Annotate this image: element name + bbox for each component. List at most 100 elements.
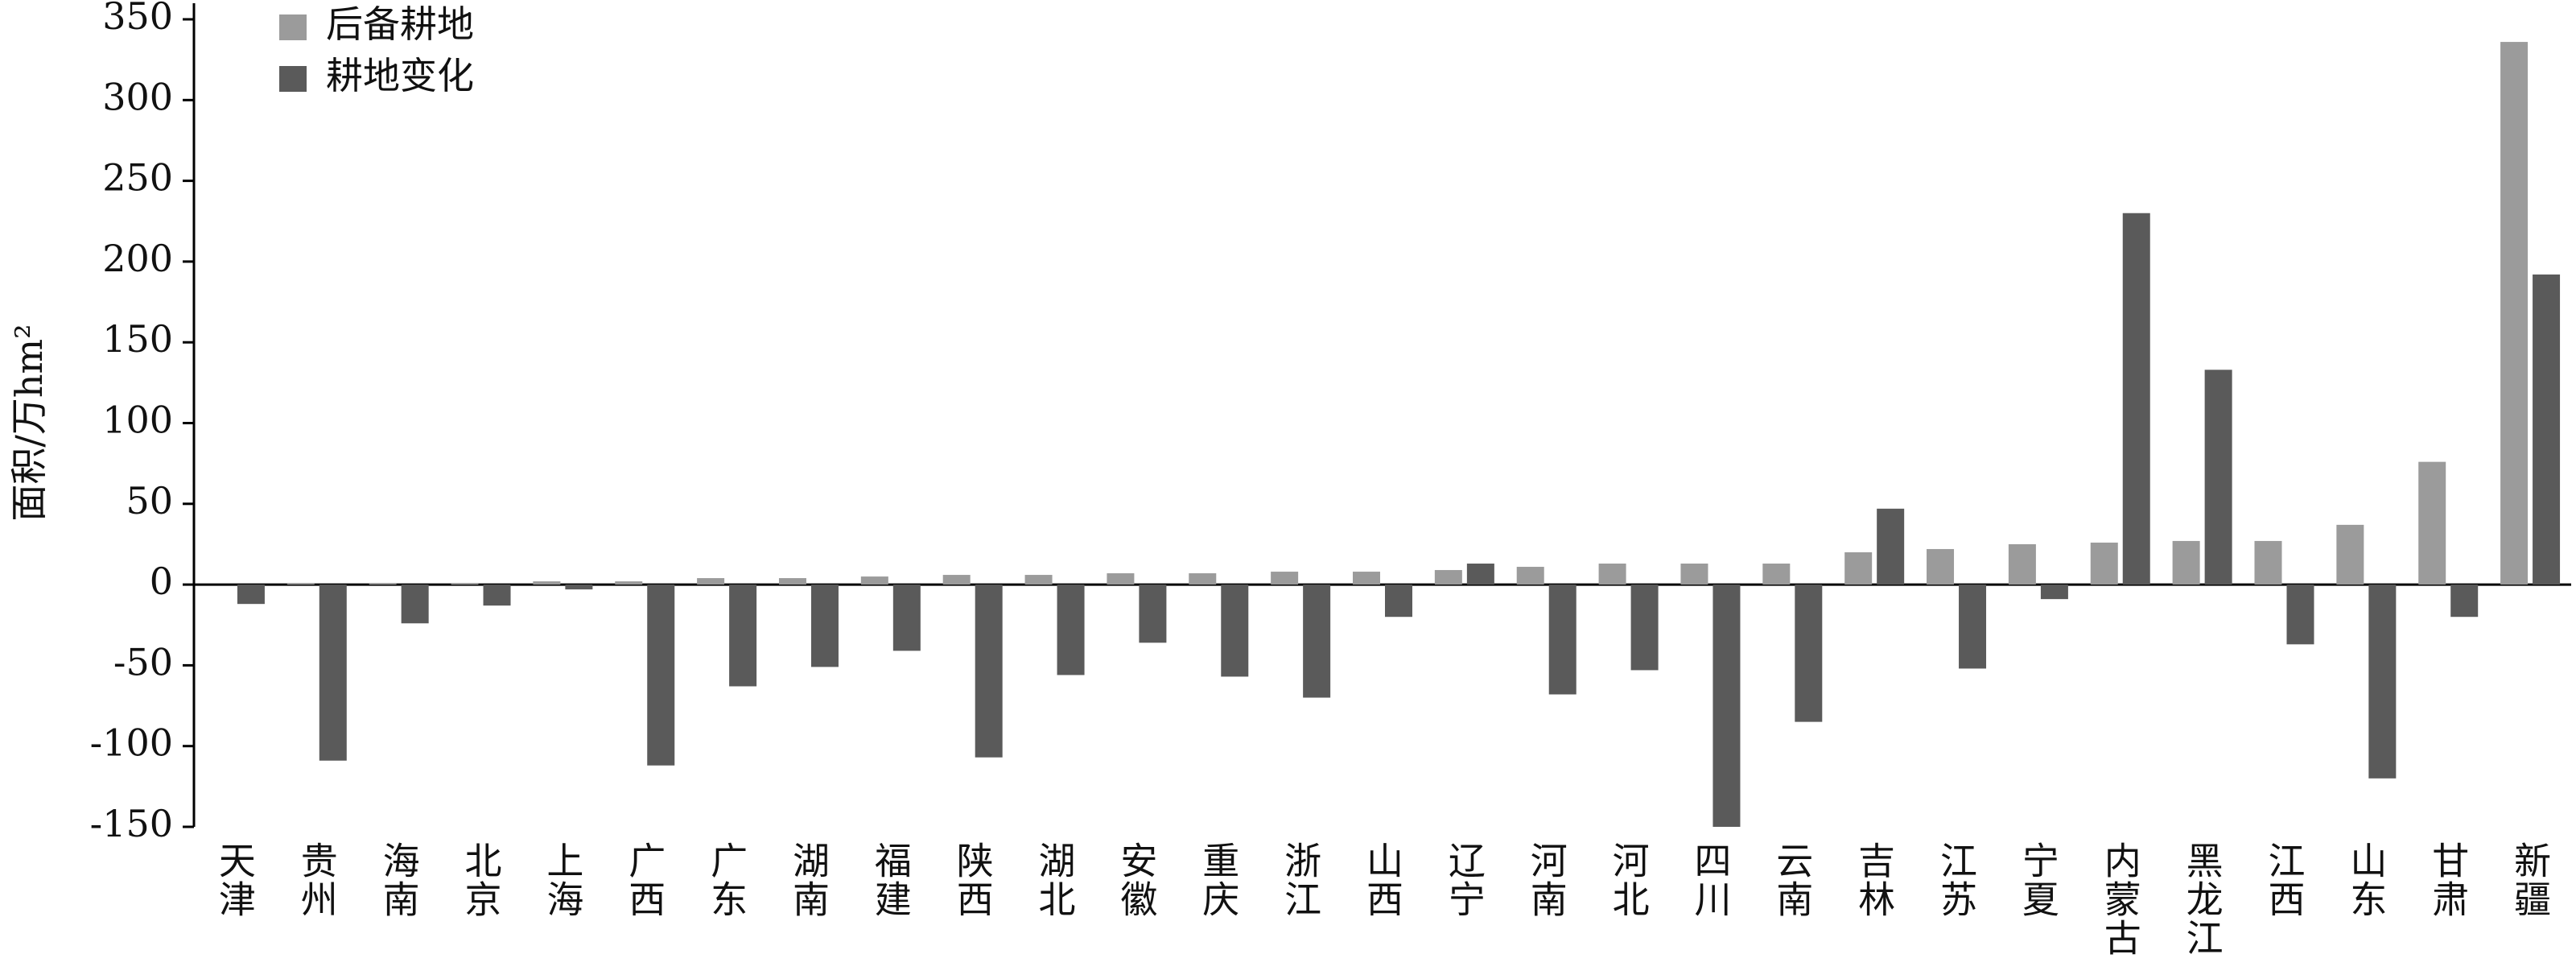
bar: [729, 585, 757, 687]
x-tick-label: 海南: [377, 841, 421, 919]
x-tick-label: 陕西: [951, 841, 995, 919]
bar: [319, 585, 347, 761]
x-tick-label: 云南: [1770, 841, 1814, 919]
x-tick-label: 重庆: [1197, 841, 1240, 919]
bar: [2090, 542, 2118, 585]
x-tick-label: 甘肃: [2426, 841, 2470, 919]
bar: [810, 585, 839, 667]
bar: [2533, 274, 2561, 585]
bar: [2286, 585, 2314, 645]
x-tick-label: 山东: [2344, 841, 2388, 919]
bar: [1516, 567, 1544, 585]
y-tick-label: 150: [102, 317, 173, 361]
bar: [451, 583, 479, 585]
bar: [942, 575, 971, 585]
bar: [1353, 572, 1380, 585]
x-tick-label: 河北: [1607, 841, 1651, 919]
bar: [975, 585, 1003, 758]
bar: [565, 585, 593, 590]
legend-swatch: [279, 66, 307, 92]
bar: [2204, 370, 2232, 585]
legend-label: 后备耕地: [326, 2, 474, 46]
bar: [1844, 551, 1873, 585]
x-tick-label: 安徽: [1115, 841, 1158, 919]
bar: [2254, 540, 2282, 585]
legend-label: 耕地变化: [326, 54, 474, 97]
bar: [1598, 564, 1626, 585]
bar: [1795, 585, 1823, 722]
x-tick-label: 吉林: [1853, 841, 1896, 919]
y-tick-label: 100: [102, 399, 173, 442]
bar: [2122, 213, 2150, 585]
bar: [860, 576, 888, 585]
bar: [1680, 564, 1708, 585]
bar: [286, 583, 315, 585]
bar: [369, 583, 397, 585]
x-tick-label: 宁夏: [2017, 841, 2060, 919]
y-axis-label: 面积/万hm²: [7, 324, 51, 521]
bar: [1189, 573, 1217, 585]
y-tick-label: 200: [102, 237, 173, 280]
bar: [2418, 461, 2446, 585]
bar: [1057, 585, 1085, 675]
x-tick-label: 江西: [2262, 841, 2306, 919]
bar: [2172, 540, 2200, 585]
bar: [1630, 585, 1659, 671]
bar: [1303, 585, 1331, 698]
bar: [1107, 573, 1135, 585]
bar: [615, 581, 643, 585]
bar: [2040, 585, 2068, 600]
bar: [1385, 585, 1412, 618]
x-tick-label: 内蒙古: [2099, 841, 2142, 957]
x-tick-label: 浙江: [1279, 841, 1322, 919]
bar: [1762, 564, 1791, 585]
x-tick-label: 四川: [1688, 841, 1732, 919]
bar: [2008, 543, 2036, 585]
x-tick-label: 黑龙江: [2181, 841, 2224, 957]
bar: [647, 585, 675, 766]
bar: [1959, 585, 1987, 669]
x-tick-label: 广西: [623, 841, 666, 919]
bar: [892, 585, 921, 651]
bar: [1548, 585, 1577, 695]
bar: [483, 585, 511, 606]
bar: [1927, 548, 1955, 585]
legend-swatch: [279, 14, 307, 40]
y-tick-label: 300: [102, 75, 173, 118]
x-tick-label: 湖南: [787, 841, 831, 919]
bar: [1434, 570, 1462, 585]
bar: [1271, 572, 1299, 585]
x-tick-label: 江苏: [1935, 841, 1978, 919]
x-tick-label: 湖北: [1033, 841, 1077, 919]
x-tick-label: 山西: [1361, 841, 1404, 919]
x-tick-label: 辽宁: [1443, 841, 1486, 919]
x-tick-label: 贵州: [295, 841, 339, 919]
y-tick-label: 0: [150, 560, 173, 603]
x-tick-label: 福建: [869, 841, 913, 919]
x-tick-label: 新疆: [2508, 841, 2552, 919]
x-tick-label: 北京: [460, 841, 503, 919]
y-tick-label: 250: [102, 156, 173, 200]
bar: [2336, 524, 2364, 585]
bar: [1877, 508, 1905, 585]
bar: [237, 585, 265, 605]
x-tick-label: 广东: [705, 841, 748, 919]
bar: [2500, 42, 2529, 585]
bar: [1024, 575, 1053, 585]
bar: [697, 578, 725, 585]
y-tick-label: -100: [90, 721, 173, 765]
y-tick-label: -150: [90, 802, 173, 845]
y-tick-label: 350: [102, 0, 173, 38]
bar: [401, 585, 429, 624]
bar: [1713, 585, 1741, 827]
y-tick-label: 50: [126, 479, 173, 523]
x-tick-label: 天津: [213, 841, 257, 919]
bar: [1221, 585, 1249, 677]
bar: [1139, 585, 1167, 643]
y-tick-label: -50: [113, 640, 173, 684]
bar: [778, 578, 806, 585]
bar: [533, 581, 561, 585]
bar: [1466, 564, 1494, 585]
bar: [2450, 585, 2479, 618]
